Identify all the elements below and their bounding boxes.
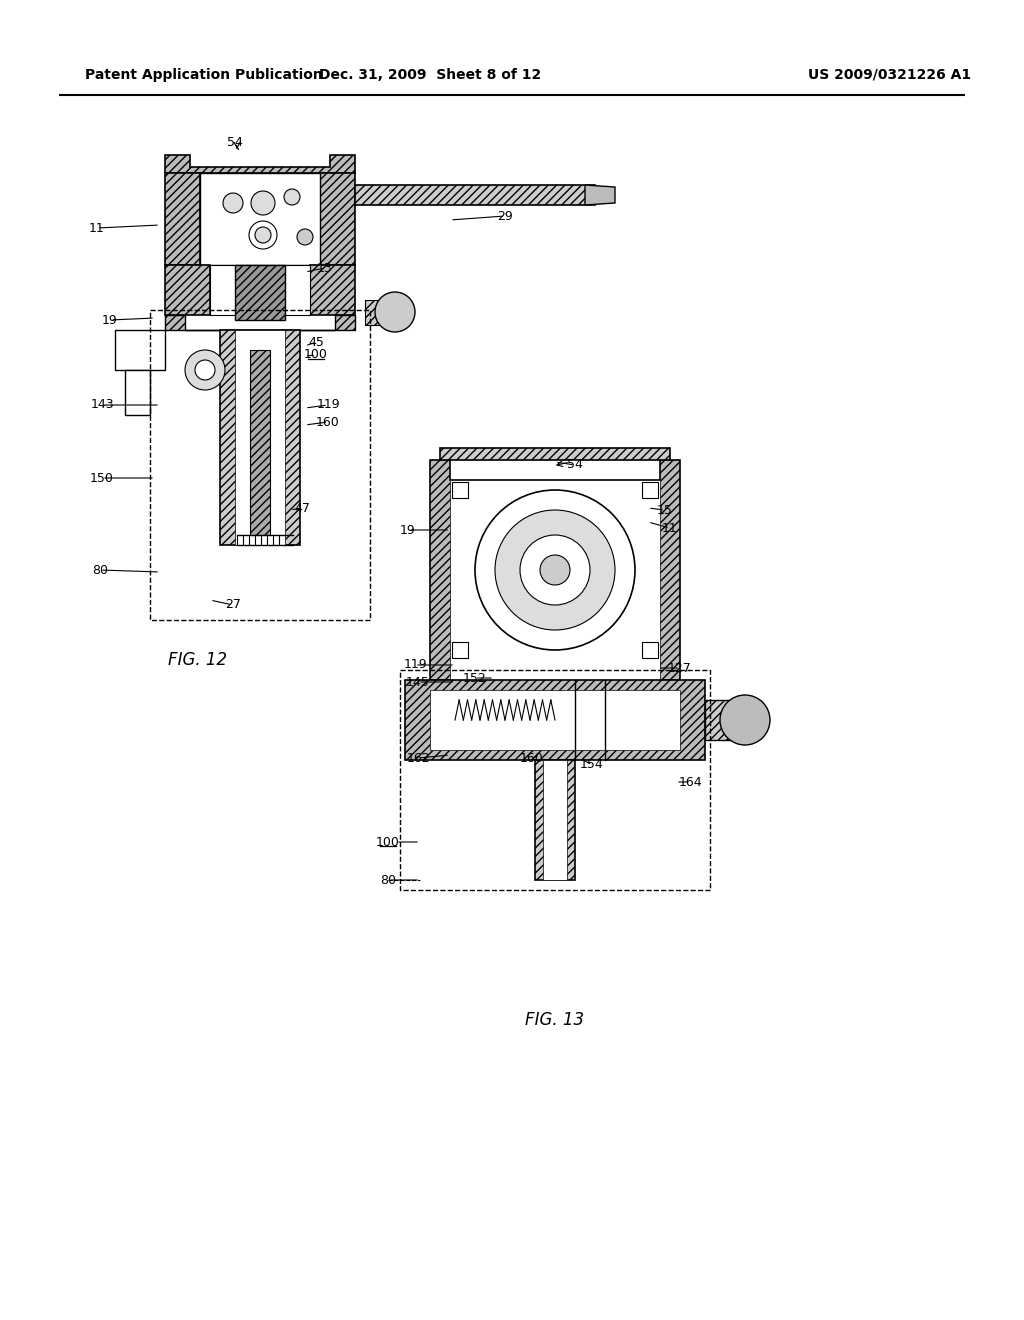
Text: FIG. 13: FIG. 13 <box>525 1011 585 1030</box>
Polygon shape <box>450 480 660 680</box>
Text: 19: 19 <box>400 524 416 536</box>
Polygon shape <box>365 300 390 325</box>
Circle shape <box>495 510 615 630</box>
Polygon shape <box>430 690 680 750</box>
Polygon shape <box>642 482 658 498</box>
Polygon shape <box>319 173 355 265</box>
Text: 19: 19 <box>102 314 118 326</box>
Polygon shape <box>165 154 355 173</box>
Polygon shape <box>543 760 567 880</box>
Text: 54: 54 <box>567 458 583 471</box>
Text: 160: 160 <box>316 416 340 429</box>
Polygon shape <box>165 173 200 265</box>
Polygon shape <box>705 700 730 741</box>
Text: 13: 13 <box>317 261 333 275</box>
Text: 100: 100 <box>304 348 328 362</box>
Text: 80: 80 <box>92 564 108 577</box>
Polygon shape <box>210 265 310 315</box>
Text: 54: 54 <box>227 136 243 149</box>
Polygon shape <box>234 265 285 319</box>
Polygon shape <box>125 370 150 414</box>
Text: FIG. 12: FIG. 12 <box>168 651 227 669</box>
Text: 45: 45 <box>308 335 324 348</box>
Polygon shape <box>310 265 355 315</box>
Text: 29: 29 <box>497 210 513 223</box>
Text: 15: 15 <box>657 503 673 516</box>
Text: 11: 11 <box>663 521 678 535</box>
Polygon shape <box>200 173 319 265</box>
Text: 119: 119 <box>403 659 427 672</box>
Text: 27: 27 <box>225 598 241 611</box>
Polygon shape <box>234 330 285 545</box>
Polygon shape <box>355 185 595 205</box>
Text: 143: 143 <box>90 399 114 412</box>
Circle shape <box>251 191 275 215</box>
Circle shape <box>520 535 590 605</box>
Circle shape <box>255 227 271 243</box>
Polygon shape <box>642 642 658 657</box>
Circle shape <box>297 228 313 246</box>
Polygon shape <box>452 482 468 498</box>
Circle shape <box>223 193 243 213</box>
Polygon shape <box>452 642 468 657</box>
Polygon shape <box>220 330 300 545</box>
Polygon shape <box>535 760 575 880</box>
Circle shape <box>185 350 225 389</box>
Circle shape <box>375 292 415 333</box>
Text: 100: 100 <box>376 836 400 849</box>
Polygon shape <box>430 459 680 680</box>
Polygon shape <box>250 350 270 535</box>
Text: 11: 11 <box>89 222 104 235</box>
Polygon shape <box>165 315 355 330</box>
Text: Patent Application Publication: Patent Application Publication <box>85 69 323 82</box>
Circle shape <box>249 220 278 249</box>
Text: 127: 127 <box>668 661 692 675</box>
Circle shape <box>195 360 215 380</box>
Text: 154: 154 <box>581 759 604 771</box>
Polygon shape <box>115 330 165 370</box>
Text: 164: 164 <box>678 776 701 788</box>
Circle shape <box>284 189 300 205</box>
Text: 80: 80 <box>380 874 396 887</box>
Bar <box>400 671 710 890</box>
Polygon shape <box>585 185 615 205</box>
Circle shape <box>475 490 635 649</box>
Text: 160: 160 <box>520 751 544 764</box>
Polygon shape <box>406 680 705 760</box>
Text: US 2009/0321226 A1: US 2009/0321226 A1 <box>808 69 972 82</box>
Text: 150: 150 <box>90 471 114 484</box>
Text: 145: 145 <box>407 676 430 689</box>
Polygon shape <box>440 447 670 459</box>
Circle shape <box>540 554 570 585</box>
Text: Dec. 31, 2009  Sheet 8 of 12: Dec. 31, 2009 Sheet 8 of 12 <box>318 69 541 82</box>
Text: 152: 152 <box>463 672 486 685</box>
Text: 119: 119 <box>316 399 340 412</box>
Bar <box>150 310 370 620</box>
Text: 47: 47 <box>294 502 310 515</box>
Text: 162: 162 <box>407 751 430 764</box>
Circle shape <box>720 696 770 744</box>
Polygon shape <box>165 265 210 315</box>
